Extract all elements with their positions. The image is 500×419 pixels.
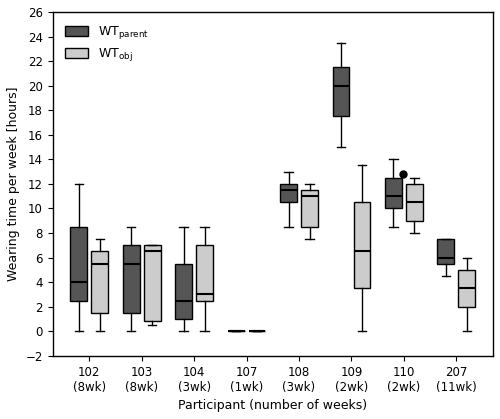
PathPatch shape xyxy=(176,264,192,319)
PathPatch shape xyxy=(70,227,87,300)
PathPatch shape xyxy=(385,178,402,208)
X-axis label: Participant (number of weeks): Participant (number of weeks) xyxy=(178,399,368,412)
PathPatch shape xyxy=(458,270,475,307)
PathPatch shape xyxy=(196,245,213,300)
PathPatch shape xyxy=(406,184,423,221)
PathPatch shape xyxy=(144,245,160,321)
PathPatch shape xyxy=(354,202,370,288)
PathPatch shape xyxy=(301,190,318,227)
Legend: WT$_{\mathregular{parent}}$, WT$_{\mathregular{obj}}$: WT$_{\mathregular{parent}}$, WT$_{\mathr… xyxy=(59,18,154,70)
PathPatch shape xyxy=(92,251,108,313)
PathPatch shape xyxy=(123,245,140,313)
PathPatch shape xyxy=(438,239,454,264)
PathPatch shape xyxy=(280,184,297,202)
PathPatch shape xyxy=(332,67,349,116)
Y-axis label: Wearing time per week [hours]: Wearing time per week [hours] xyxy=(7,87,20,281)
